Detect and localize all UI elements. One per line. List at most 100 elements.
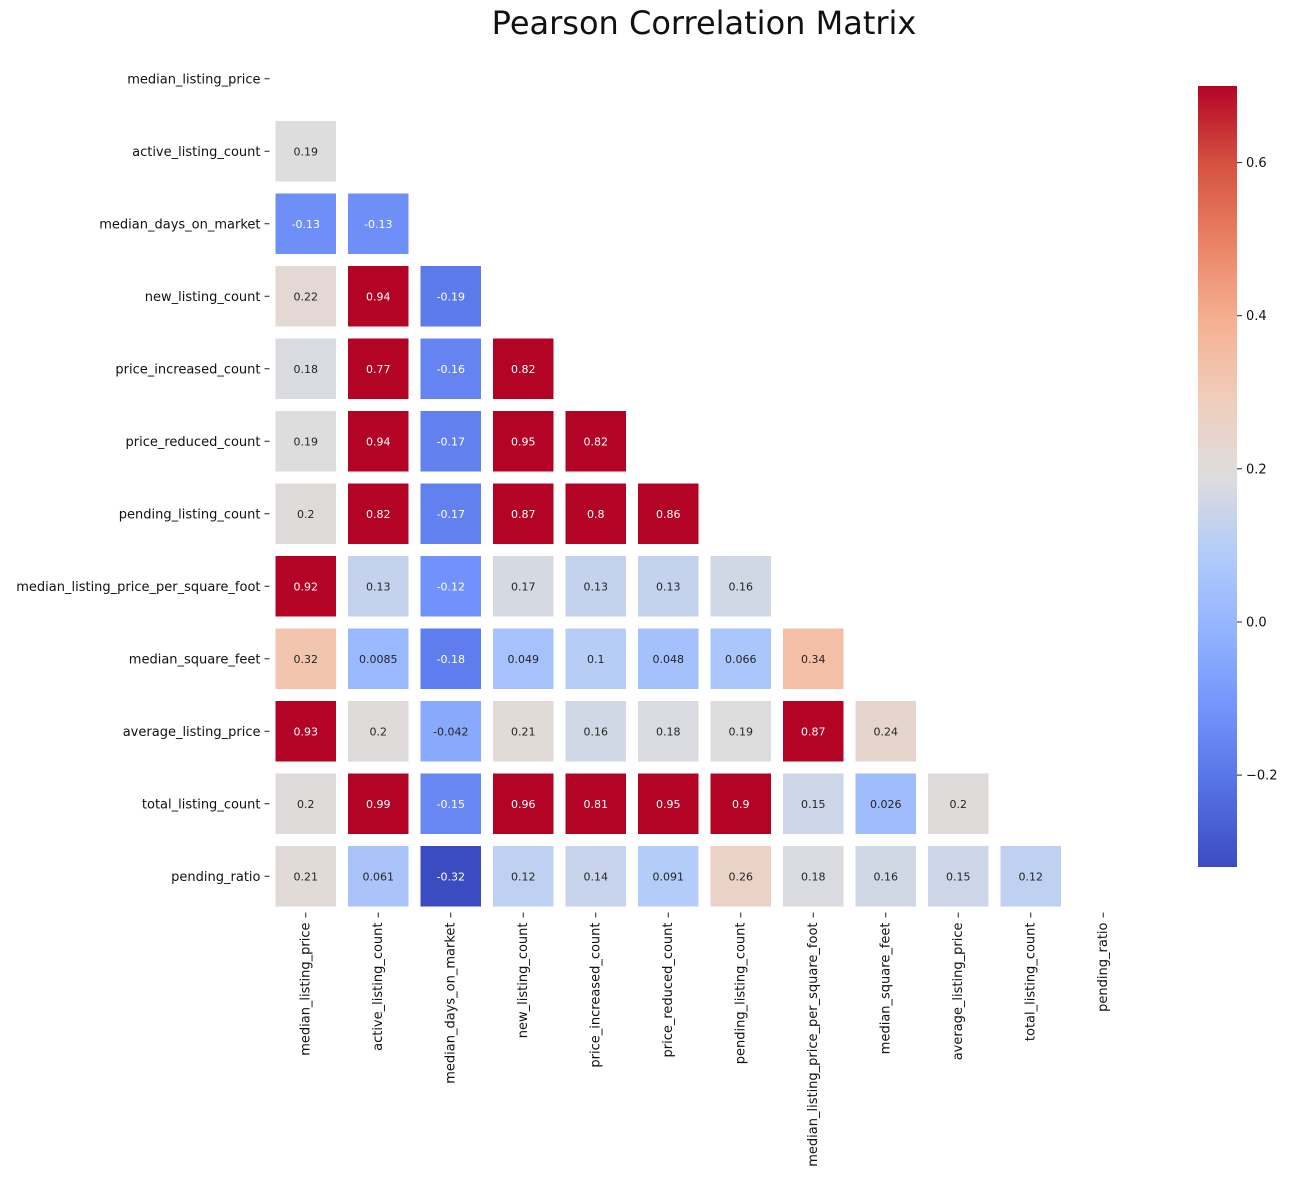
heatmap-cell-rect: [638, 556, 699, 617]
heatmap-cell: 0.94: [348, 411, 409, 472]
heatmap-cell: 0.17: [493, 556, 554, 617]
heatmap-cell-rect: [638, 483, 699, 544]
heatmap-cell: 0.16: [565, 701, 626, 762]
heatmap-cell-label: 0.24: [874, 725, 899, 738]
heatmap-cell: 0.15: [928, 846, 989, 907]
colorbar-bar: [1198, 86, 1237, 867]
heatmap-cell-label: 0.99: [366, 798, 391, 811]
heatmap-cell-rect: [275, 628, 336, 689]
heatmap-cell: 0.22: [275, 266, 336, 327]
heatmap-cell: -0.15: [420, 773, 481, 834]
heatmap-cell: 0.13: [348, 556, 409, 617]
heatmap-cell: 0.13: [565, 556, 626, 617]
heatmap-cell: 0.19: [710, 701, 771, 762]
heatmap-cell: 0.048: [638, 628, 699, 689]
heatmap-cell-rect: [493, 628, 554, 689]
heatmap-cell-rect: [493, 411, 554, 472]
heatmap-cell-rect: [275, 266, 336, 327]
heatmap-cell-rect: [275, 193, 336, 254]
heatmap-cell-rect: [783, 628, 844, 689]
colorbar-tick-label: 0.4: [1246, 309, 1267, 324]
heatmap-cell-label: 0.21: [511, 725, 536, 738]
heatmap-cell-rect: [565, 556, 626, 617]
heatmap-cell-label: 0.18: [294, 363, 319, 376]
heatmap-cell: 0.19: [275, 411, 336, 472]
heatmap-cell-label: 0.13: [584, 580, 609, 593]
colorbar: −0.2 0.0 0.2 0.4 0.6: [1198, 86, 1278, 867]
heatmap-cell-label: 0.94: [366, 290, 391, 303]
heatmap-cell: 0.1: [565, 628, 626, 689]
heatmap-cell: 0.87: [783, 701, 844, 762]
heatmap-cell: 0.13: [638, 556, 699, 617]
heatmap-cell: 0.32: [275, 628, 336, 689]
heatmap-cell: 0.21: [493, 701, 554, 762]
heatmap-cell-label: 0.95: [511, 435, 536, 448]
heatmap-cell: 0.0085: [348, 628, 409, 689]
heatmap-cell-rect: [420, 338, 481, 399]
y-axis-tick-label: price_reduced_count: [126, 435, 261, 450]
heatmap-cell-rect: [348, 846, 409, 907]
heatmap-cell-rect: [493, 556, 554, 617]
x-axis-tick-label: pending_listing_count: [733, 923, 748, 1065]
x-axis-tick-label: average_listing_price: [951, 923, 966, 1061]
heatmap-cell-label: 0.2: [370, 725, 388, 738]
heatmap-cell-rect: [565, 773, 626, 834]
heatmap-cell-rect: [275, 773, 336, 834]
heatmap-cell-rect: [348, 556, 409, 617]
heatmap-cell-rect: [565, 628, 626, 689]
heatmap-cell-label: 0.19: [294, 145, 319, 158]
heatmap-cell: 0.82: [565, 411, 626, 472]
heatmap-cell-label: 0.8: [587, 508, 605, 521]
heatmap-cell: 0.24: [855, 701, 916, 762]
heatmap-cell: 0.96: [493, 773, 554, 834]
heatmap-cell-rect: [275, 701, 336, 762]
heatmap-cell-label: 0.34: [801, 653, 826, 666]
heatmap-cell-rect: [710, 628, 771, 689]
x-axis-tick-label: median_days_on_market: [443, 923, 458, 1084]
heatmap-cell-label: -0.042: [433, 725, 468, 738]
heatmap-cell-label: 0.16: [729, 580, 754, 593]
heatmap-cell-label: -0.15: [437, 798, 465, 811]
heatmap-cell-rect: [493, 338, 554, 399]
heatmap-cell: 0.9: [710, 773, 771, 834]
colorbar-ticks: −0.2 0.0 0.2 0.4 0.6: [1237, 156, 1278, 784]
colorbar-tick-label: 0.6: [1246, 156, 1267, 171]
y-axis-tick-label: pending_listing_count: [119, 507, 261, 522]
heatmap-cell-label: 0.87: [801, 725, 826, 738]
heatmap-cell: 0.19: [275, 121, 336, 182]
heatmap-cell: 0.091: [638, 846, 699, 907]
x-axis-tick-label: price_increased_count: [588, 923, 603, 1068]
heatmap-cell-label: 0.19: [729, 725, 754, 738]
heatmap-cell: 0.16: [855, 846, 916, 907]
heatmap-cell-label: 0.87: [511, 508, 536, 521]
heatmap-cell-label: 0.12: [511, 870, 536, 883]
heatmap-cell-rect: [493, 846, 554, 907]
heatmap-cell-rect: [275, 338, 336, 399]
heatmap-cell-label: 0.82: [511, 363, 536, 376]
heatmap-cell-rect: [565, 411, 626, 472]
heatmap-cell-rect: [420, 773, 481, 834]
heatmap-cell-rect: [710, 556, 771, 617]
heatmap-cell: 0.12: [493, 846, 554, 907]
heatmap-cell: 0.026: [855, 773, 916, 834]
y-axis-tick-label: new_listing_count: [145, 290, 261, 305]
heatmap-cell-rect: [1000, 846, 1061, 907]
x-axis-tick-label: pending_ratio: [1096, 922, 1111, 1011]
y-axis-tick-label: median_listing_price: [127, 72, 260, 87]
heatmap-cell-rect: [348, 483, 409, 544]
y-axis-tick-label: price_increased_count: [115, 362, 260, 377]
heatmap-cell-rect: [275, 121, 336, 182]
heatmap-cell: 0.2: [275, 773, 336, 834]
heatmap-cell-label: 0.21: [294, 870, 319, 883]
heatmap-cell-rect: [275, 483, 336, 544]
heatmap-cell: 0.18: [275, 338, 336, 399]
heatmap-cell-rect: [855, 846, 916, 907]
heatmap-cell-label: -0.17: [437, 508, 465, 521]
heatmap-cell-rect: [783, 846, 844, 907]
heatmap-cell-label: -0.19: [437, 290, 465, 303]
heatmap-cell-label: -0.16: [437, 363, 465, 376]
heatmap-cell-label: -0.13: [292, 218, 320, 231]
y-axis-tick-labels: median_listing_price active_listing_count…: [16, 72, 270, 885]
heatmap-cell-rect: [348, 701, 409, 762]
heatmap-cell: -0.13: [275, 193, 336, 254]
